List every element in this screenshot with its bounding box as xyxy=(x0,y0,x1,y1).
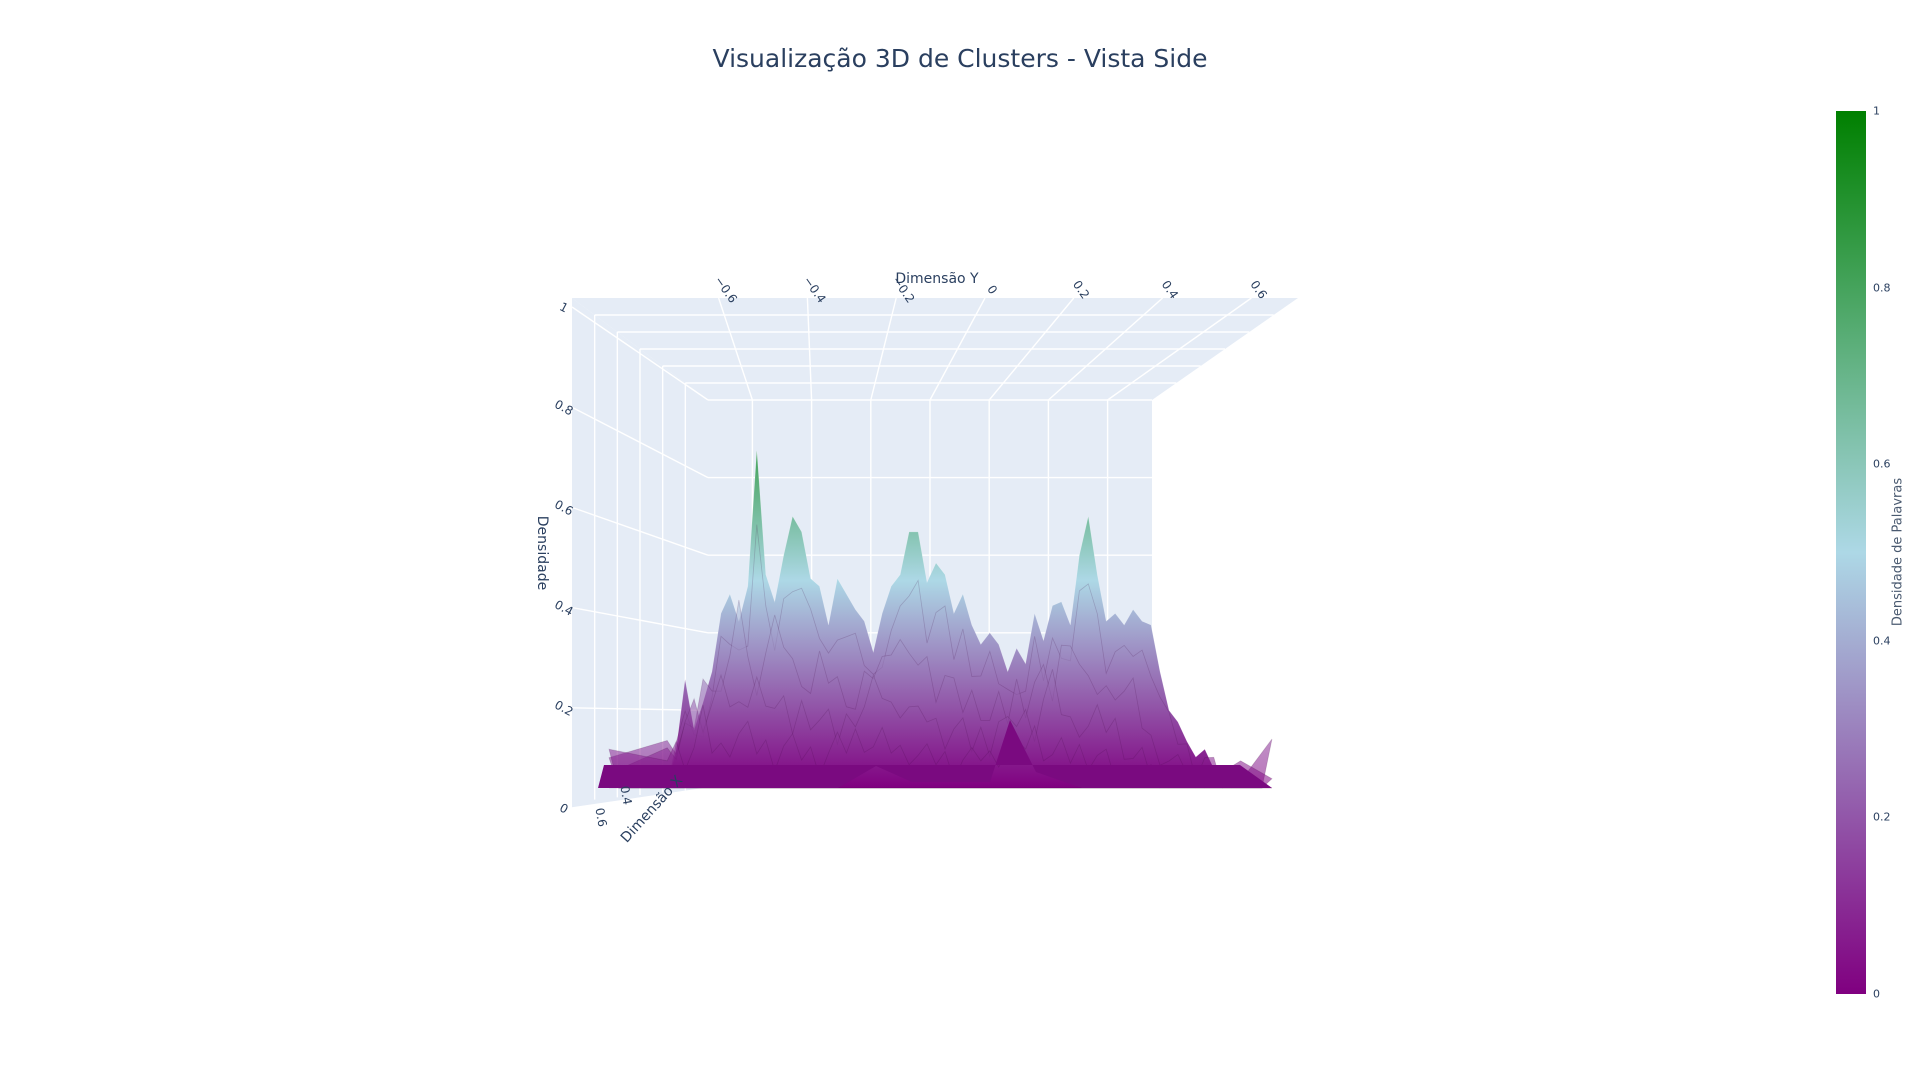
colorbar-tick-label: 0 xyxy=(1873,987,1880,1001)
colorbar-tick-label: 1 xyxy=(1873,104,1880,118)
colorbar-title: Densidade de Palavras xyxy=(1890,477,1906,627)
colorbar-tick-label: 0.4 xyxy=(1873,634,1891,648)
gridline-z xyxy=(571,306,709,401)
gridline-y xyxy=(1047,297,1164,401)
gridline-z xyxy=(571,406,709,479)
gridline-y xyxy=(929,297,986,401)
colorbar: 0 0.2 0.4 0.6 0.8 1 xyxy=(1830,104,1920,1003)
gridline-y xyxy=(870,297,897,401)
x-tick-label: 0.6 xyxy=(592,807,609,828)
surface-front xyxy=(598,720,1272,788)
y-tick-label: 0 xyxy=(984,283,1000,297)
gridline-y xyxy=(988,297,1075,401)
gridline-y xyxy=(717,297,754,401)
z-tick-label: 1 xyxy=(557,299,570,315)
colorbar-gradient xyxy=(1836,111,1866,994)
gridline-y xyxy=(1107,297,1252,401)
chart-title: Visualização 3D de Clusters - Vista Side xyxy=(712,44,1208,73)
colorbar-tick-label: 0.8 xyxy=(1873,281,1891,295)
y-axis-title: Dimensão Y xyxy=(895,271,979,287)
colorbar-tick-label: 0.2 xyxy=(1873,810,1891,824)
colorbar-tick-label: 0.6 xyxy=(1873,457,1891,471)
gridline-z xyxy=(571,506,709,556)
gridline-y xyxy=(806,297,813,401)
gridline-z xyxy=(571,606,709,634)
x-tick-label: 0.4 xyxy=(617,785,634,806)
z-tick-label: 0 xyxy=(557,800,570,816)
z-axis-title: Densidade xyxy=(534,516,550,590)
gridline-z xyxy=(571,787,709,809)
